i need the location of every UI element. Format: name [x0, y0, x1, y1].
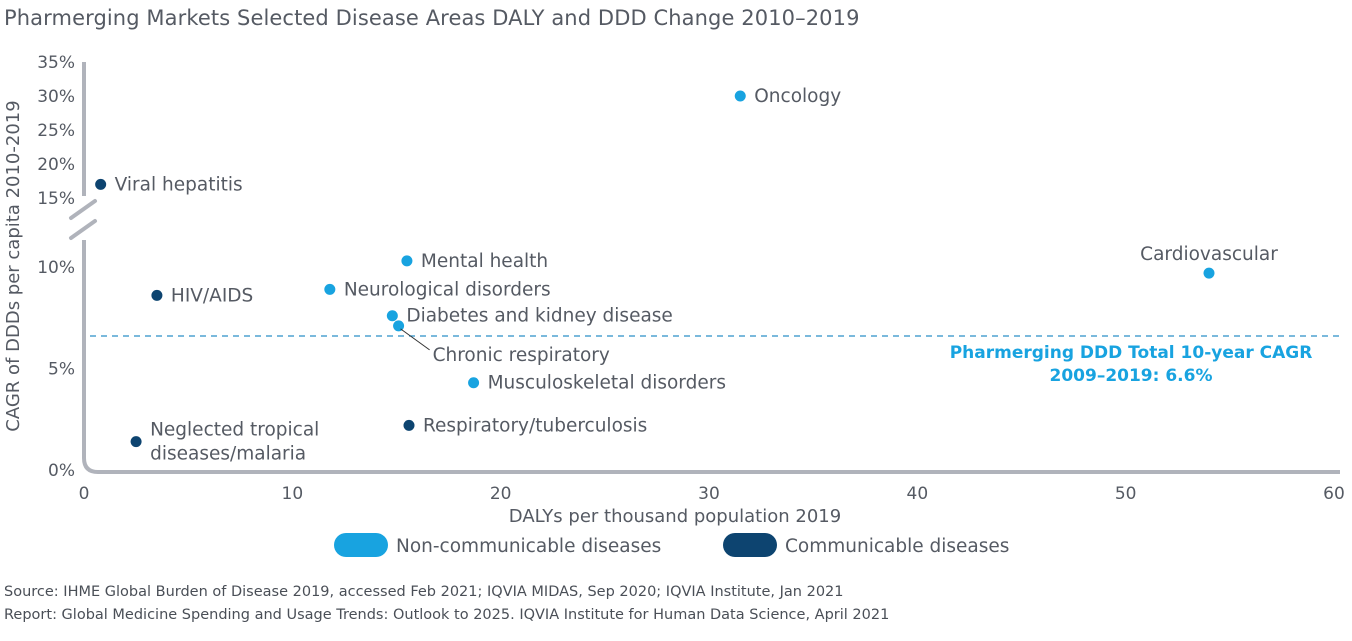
y-tick-label: 20% — [37, 155, 75, 175]
data-label: diseases/malaria — [150, 444, 306, 465]
source-note: Source: IHME Global Burden of Disease 20… — [4, 584, 844, 600]
y-tick-label: 5% — [48, 360, 75, 380]
data-label: Oncology — [754, 86, 841, 107]
data-point — [1203, 267, 1215, 279]
y-tick-label: 10% — [37, 258, 75, 278]
y-axis-label: CAGR of DDDs per capita 2010-2019 — [3, 100, 24, 431]
data-label: Diabetes and kidney disease — [406, 306, 672, 327]
legend-swatch — [723, 533, 777, 557]
x-axis-label: DALYs per thousand population 2019 — [509, 506, 841, 527]
axis-break-mark — [69, 199, 97, 240]
data-point — [324, 283, 336, 295]
data-label: Neglected tropical — [150, 420, 319, 441]
data-point — [151, 289, 163, 301]
data-point — [468, 377, 480, 389]
data-label: Respiratory/tuberculosis — [423, 415, 647, 436]
y-tick-label: 15% — [37, 189, 75, 209]
axis-line — [82, 240, 1340, 474]
x-tick-label: 60 — [1323, 484, 1345, 504]
data-label: Mental health — [421, 251, 548, 272]
x-tick-label: 10 — [282, 484, 304, 504]
data-label: Cardiovascular — [1140, 244, 1278, 265]
reference-line-label: 2009–2019: 6.6% — [1050, 366, 1213, 386]
legend-swatch — [334, 533, 388, 557]
report-note: Report: Global Medicine Spending and Usa… — [4, 607, 890, 623]
legend-label: Communicable diseases — [785, 536, 1009, 557]
data-point — [393, 320, 405, 332]
data-point — [130, 436, 142, 448]
y-tick-label: 30% — [37, 87, 75, 107]
chart-title: Pharmerging Markets Selected Disease Are… — [4, 6, 860, 30]
data-label: Chronic respiratory — [433, 345, 610, 366]
data-label: HIV/AIDS — [171, 285, 253, 306]
data-point — [401, 255, 413, 267]
x-tick-label: 30 — [698, 484, 720, 504]
y-tick-label: 35% — [37, 53, 75, 73]
data-point — [95, 178, 107, 190]
x-tick-label: 0 — [79, 484, 90, 504]
x-tick-label: 20 — [490, 484, 512, 504]
y-tick-label: 0% — [48, 461, 75, 481]
data-point — [386, 310, 398, 322]
data-point — [403, 419, 415, 431]
data-label: Neurological disorders — [344, 279, 551, 300]
legend-label: Non-communicable diseases — [396, 536, 661, 557]
x-tick-label: 50 — [1115, 484, 1137, 504]
data-label: Viral hepatitis — [115, 174, 243, 195]
data-label: Musculoskeletal disorders — [488, 373, 726, 394]
leader-line — [400, 328, 430, 351]
reference-line-label: Pharmerging DDD Total 10-year CAGR — [950, 343, 1313, 363]
y-tick-label: 25% — [37, 121, 75, 141]
x-tick-label: 40 — [907, 484, 929, 504]
data-point — [734, 90, 746, 102]
